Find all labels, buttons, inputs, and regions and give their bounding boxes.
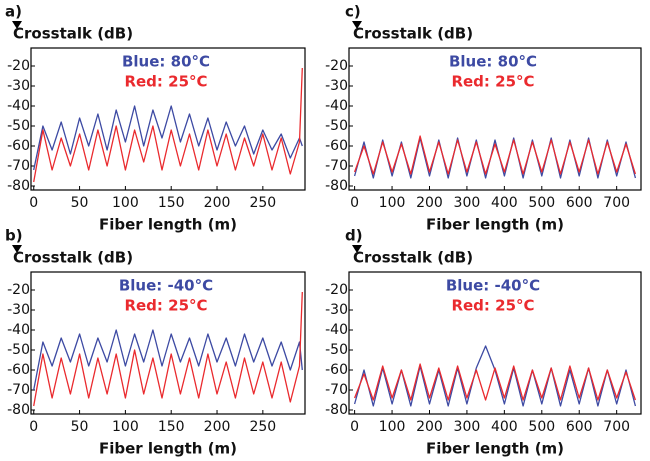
y-axis-label: Crosstalk (dB) <box>353 25 473 43</box>
y-tick-label: -80 <box>7 178 30 194</box>
x-tick-label: 100 <box>112 419 139 435</box>
legend-entry: Blue: -40°C <box>119 277 213 295</box>
y-tick-label: -70 <box>325 382 348 398</box>
y-tick-label: -20 <box>7 58 30 74</box>
x-tick-label: 0 <box>29 195 38 211</box>
axis-arrow <box>12 245 22 253</box>
y-tick-label: -80 <box>325 402 348 418</box>
series-line <box>353 363 637 401</box>
x-tick-label: 150 <box>158 419 185 435</box>
legend-entry: Red: 25°C <box>451 73 534 91</box>
y-axis-label: Crosstalk (dB) <box>13 25 133 43</box>
y-tick-label: -30 <box>7 78 30 94</box>
x-axis-label: Fiber length (m) <box>99 440 237 458</box>
x-tick-label: 50 <box>71 419 89 435</box>
x-tick-label: 600 <box>566 419 593 435</box>
y-tick-label: -30 <box>325 302 348 318</box>
x-axis-label: Fiber length (m) <box>426 440 564 458</box>
y-tick-label: -50 <box>7 342 30 358</box>
y-tick-label: -50 <box>7 118 30 134</box>
panel-label: a) <box>5 3 22 21</box>
x-tick-label: 300 <box>454 419 481 435</box>
plot-frame <box>348 271 642 415</box>
y-tick-label: -40 <box>325 98 348 114</box>
legend-entry: Red: 25°C <box>124 297 207 315</box>
y-tick-label: -70 <box>325 158 348 174</box>
x-tick-label: 500 <box>528 419 555 435</box>
axis-arrow <box>352 245 362 253</box>
y-tick-label: -80 <box>325 178 348 194</box>
x-tick-label: 200 <box>204 195 231 211</box>
x-tick-label: 0 <box>29 419 38 435</box>
y-axis-label: Crosstalk (dB) <box>353 249 473 267</box>
legend-entry: Blue: -40°C <box>446 277 540 295</box>
plot-frame <box>30 47 306 191</box>
x-tick-label: 500 <box>528 195 555 211</box>
y-tick-label: -70 <box>7 382 30 398</box>
x-tick-label: 250 <box>249 195 276 211</box>
y-tick-label: -50 <box>325 118 348 134</box>
x-tick-label: 400 <box>491 195 518 211</box>
x-tick-label: 600 <box>566 195 593 211</box>
series-line <box>33 291 303 407</box>
x-tick-label: 200 <box>416 419 443 435</box>
y-tick-label: -20 <box>7 282 30 298</box>
y-tick-label: -70 <box>7 158 30 174</box>
y-tick-label: -20 <box>325 58 348 74</box>
x-tick-label: 400 <box>491 419 518 435</box>
series-line <box>33 329 303 391</box>
panel-label: b) <box>5 227 23 245</box>
y-tick-label: -30 <box>7 302 30 318</box>
x-axis-label: Fiber length (m) <box>426 216 564 234</box>
y-axis-label: Crosstalk (dB) <box>13 249 133 267</box>
y-tick-label: -40 <box>7 322 30 338</box>
legend-entry: Red: 25°C <box>451 297 534 315</box>
y-tick-label: -60 <box>7 362 30 378</box>
y-tick-label: -60 <box>7 138 30 154</box>
legend-entry: Blue: 80°C <box>122 53 210 71</box>
y-tick-label: -20 <box>325 282 348 298</box>
y-tick-label: -30 <box>325 78 348 94</box>
x-tick-label: 0 <box>350 195 359 211</box>
x-axis-label: Fiber length (m) <box>99 216 237 234</box>
x-tick-label: 250 <box>249 419 276 435</box>
y-tick-label: -60 <box>325 362 348 378</box>
plot-frame <box>30 271 306 415</box>
y-tick-label: -60 <box>325 138 348 154</box>
x-tick-label: 700 <box>603 419 630 435</box>
y-tick-label: -50 <box>325 342 348 358</box>
y-tick-label: -80 <box>7 402 30 418</box>
x-tick-label: 200 <box>416 195 443 211</box>
series-line <box>353 345 637 407</box>
x-tick-label: 200 <box>204 419 231 435</box>
x-tick-label: 100 <box>379 195 406 211</box>
y-tick-label: -40 <box>7 98 30 114</box>
x-tick-label: 0 <box>350 419 359 435</box>
x-tick-label: 100 <box>379 419 406 435</box>
series-line <box>33 67 303 183</box>
legend-entry: Red: 25°C <box>124 73 207 91</box>
x-tick-label: 700 <box>603 195 630 211</box>
axis-arrow <box>12 21 22 29</box>
series-line <box>353 135 637 175</box>
axis-arrow <box>352 21 362 29</box>
series-line <box>353 137 637 179</box>
panel-label: d) <box>345 227 363 245</box>
y-tick-label: -40 <box>325 322 348 338</box>
x-tick-label: 300 <box>454 195 481 211</box>
panel-label: c) <box>345 3 361 21</box>
x-tick-label: 150 <box>158 195 185 211</box>
legend-entry: Blue: 80°C <box>449 53 537 71</box>
x-tick-label: 50 <box>71 195 89 211</box>
x-tick-label: 100 <box>112 195 139 211</box>
series-line <box>33 105 303 171</box>
plot-frame <box>348 47 642 191</box>
